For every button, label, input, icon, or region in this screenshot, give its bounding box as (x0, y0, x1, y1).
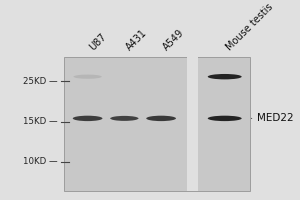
Ellipse shape (74, 75, 102, 79)
Text: 15KD —: 15KD — (23, 117, 58, 126)
Ellipse shape (146, 116, 176, 121)
Bar (64, 57, 250, 191)
Bar (187, 57, 198, 191)
Text: A431: A431 (124, 28, 149, 53)
Ellipse shape (208, 116, 242, 121)
Text: MED22: MED22 (252, 113, 294, 123)
Text: U87: U87 (88, 32, 109, 53)
Text: A549: A549 (161, 28, 186, 53)
Ellipse shape (208, 74, 242, 79)
Text: 25KD —: 25KD — (23, 77, 58, 86)
Ellipse shape (110, 116, 139, 121)
Text: 10KD —: 10KD — (23, 157, 58, 166)
Text: Mouse testis: Mouse testis (225, 2, 275, 53)
Ellipse shape (73, 116, 102, 121)
